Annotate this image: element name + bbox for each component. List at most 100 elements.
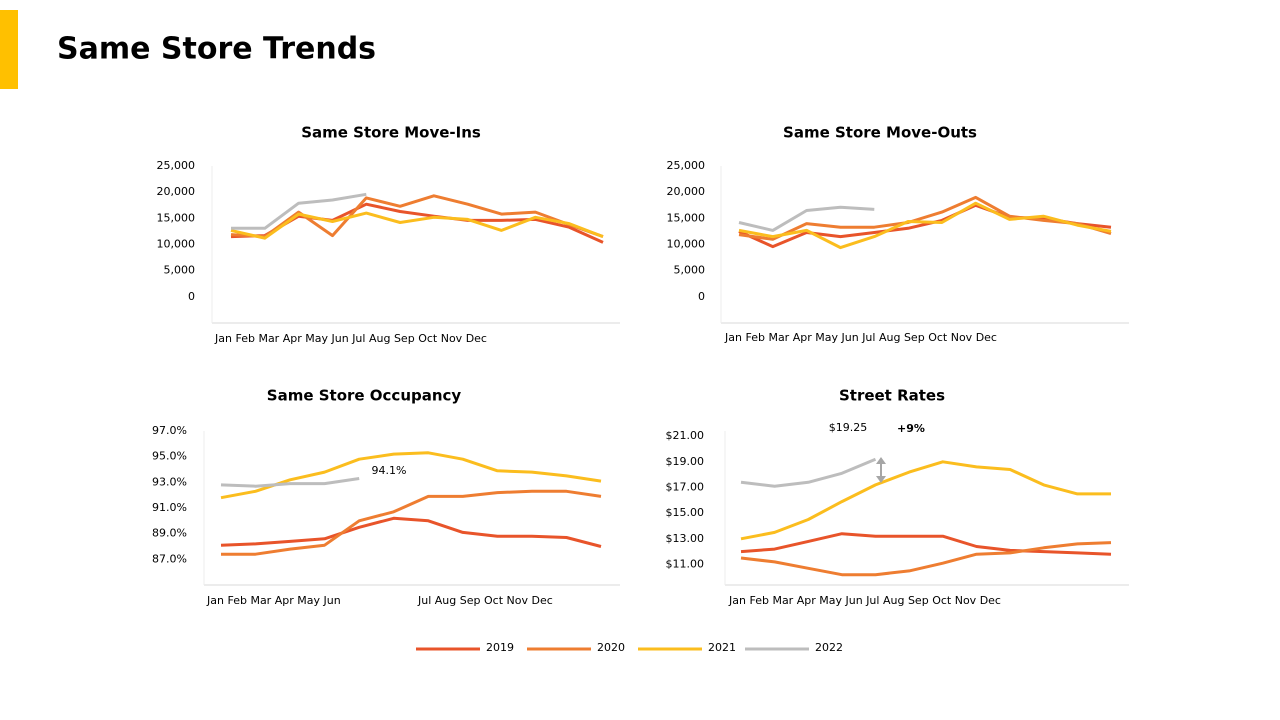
x-tick-label: Jan bbox=[214, 332, 232, 345]
x-tick-label: Dec bbox=[980, 594, 1001, 607]
x-tick-label: May bbox=[815, 331, 838, 344]
series-line bbox=[740, 541, 1112, 577]
x-tick-label: Sep bbox=[460, 594, 481, 607]
chart-title: Same Store Move-Outs bbox=[783, 124, 977, 142]
series-line bbox=[220, 451, 602, 500]
series-line bbox=[740, 457, 877, 488]
y-tick-label: 10,000 bbox=[667, 238, 706, 251]
y-tick-label: $17.00 bbox=[666, 480, 705, 493]
x-tick-label: Jul bbox=[861, 331, 875, 344]
series-line bbox=[738, 205, 875, 232]
x-tick-label: Aug bbox=[369, 332, 390, 345]
accent-bar bbox=[0, 10, 18, 89]
series-line bbox=[738, 195, 1112, 241]
annotation: +9% bbox=[897, 422, 925, 435]
x-tick-label: Apr bbox=[797, 594, 817, 607]
x-tick-label: Sep bbox=[904, 331, 925, 344]
annotation-arrow bbox=[876, 457, 886, 483]
series-line bbox=[230, 211, 604, 240]
x-tick-label: Jul bbox=[865, 594, 879, 607]
x-tick-label: Oct bbox=[418, 332, 438, 345]
y-tick-label: 10,000 bbox=[157, 238, 196, 251]
y-tick-label: $19.00 bbox=[666, 455, 705, 468]
y-tick-label: 20,000 bbox=[667, 185, 706, 198]
x-tick-label: Jan bbox=[206, 594, 224, 607]
x-tick-label: Jun bbox=[845, 594, 863, 607]
legend-label: 2021 bbox=[708, 641, 736, 654]
legend-label: 2022 bbox=[815, 641, 843, 654]
y-tick-label: 0 bbox=[698, 290, 705, 303]
y-tick-label: 15,000 bbox=[157, 211, 196, 224]
y-tick-label: 97.0% bbox=[152, 424, 187, 437]
x-tick-label: Dec bbox=[976, 331, 997, 344]
x-tick-label: Oct bbox=[928, 331, 948, 344]
x-tick-label: Jul bbox=[351, 332, 365, 345]
x-tick-label: Jan bbox=[728, 594, 746, 607]
y-tick-label: 0 bbox=[188, 290, 195, 303]
x-tick-label: Jun bbox=[331, 332, 349, 345]
x-tick-label: Jan bbox=[724, 331, 742, 344]
x-tick-label: May bbox=[297, 594, 320, 607]
x-tick-label: Jul bbox=[417, 594, 431, 607]
series-line bbox=[230, 194, 604, 239]
series-line bbox=[220, 516, 602, 548]
x-tick-label: Mar bbox=[258, 332, 279, 345]
x-tick-label: Nov bbox=[507, 594, 529, 607]
x-tick-label: Apr bbox=[275, 594, 295, 607]
annotation: $19.25 bbox=[829, 421, 868, 434]
series-line bbox=[740, 532, 1112, 556]
y-tick-label: 25,000 bbox=[667, 159, 706, 172]
y-tick-label: $15.00 bbox=[666, 506, 705, 519]
x-tick-label: Mar bbox=[768, 331, 789, 344]
y-tick-label: $21.00 bbox=[666, 429, 705, 442]
x-tick-label: Aug bbox=[435, 594, 456, 607]
legend-label: 2019 bbox=[486, 641, 514, 654]
y-tick-label: 5,000 bbox=[164, 264, 196, 277]
x-tick-label: Feb bbox=[235, 332, 254, 345]
x-tick-label: May bbox=[819, 594, 842, 607]
x-tick-label: Dec bbox=[532, 594, 553, 607]
x-tick-label: Dec bbox=[466, 332, 487, 345]
x-tick-label: Apr bbox=[283, 332, 303, 345]
chart-title: Street Rates bbox=[839, 387, 945, 405]
y-tick-label: 20,000 bbox=[157, 185, 196, 198]
x-tick-label: Feb bbox=[749, 594, 768, 607]
y-tick-label: $11.00 bbox=[666, 557, 705, 570]
y-tick-label: 93.0% bbox=[152, 475, 187, 488]
x-tick-label: Feb bbox=[227, 594, 246, 607]
x-tick-label: May bbox=[305, 332, 328, 345]
x-tick-label: Oct bbox=[932, 594, 952, 607]
x-tick-label: Mar bbox=[250, 594, 271, 607]
x-tick-label: Sep bbox=[394, 332, 415, 345]
series-line bbox=[220, 477, 360, 488]
y-tick-label: $13.00 bbox=[666, 532, 705, 545]
x-tick-label: Apr bbox=[793, 331, 813, 344]
chart-title: Same Store Move-Ins bbox=[301, 124, 481, 142]
series-line bbox=[738, 201, 1112, 250]
series-line bbox=[231, 192, 367, 230]
y-tick-label: 25,000 bbox=[157, 159, 196, 172]
y-tick-label: 91.0% bbox=[152, 501, 187, 514]
x-tick-label: Aug bbox=[883, 594, 904, 607]
y-tick-label: 89.0% bbox=[152, 527, 187, 540]
x-tick-label: Nov bbox=[951, 331, 973, 344]
x-tick-label: Mar bbox=[772, 594, 793, 607]
chart-title: Same Store Occupancy bbox=[267, 387, 462, 405]
series-line bbox=[740, 460, 1111, 541]
legend-label: 2020 bbox=[597, 641, 625, 654]
x-tick-label: Nov bbox=[441, 332, 463, 345]
annotation: 94.1% bbox=[372, 464, 407, 477]
x-tick-label: Oct bbox=[484, 594, 504, 607]
x-tick-label: Nov bbox=[955, 594, 977, 607]
x-tick-label: Jun bbox=[841, 331, 859, 344]
y-tick-label: 87.0% bbox=[152, 552, 187, 565]
x-tick-label: Feb bbox=[745, 331, 764, 344]
series-line bbox=[221, 489, 602, 556]
x-tick-label: Aug bbox=[879, 331, 900, 344]
slide-title: Same Store Trends bbox=[57, 32, 376, 67]
y-tick-label: 15,000 bbox=[667, 211, 706, 224]
x-tick-label: Jun bbox=[323, 594, 341, 607]
y-tick-label: 5,000 bbox=[674, 264, 706, 277]
y-tick-label: 95.0% bbox=[152, 450, 187, 463]
